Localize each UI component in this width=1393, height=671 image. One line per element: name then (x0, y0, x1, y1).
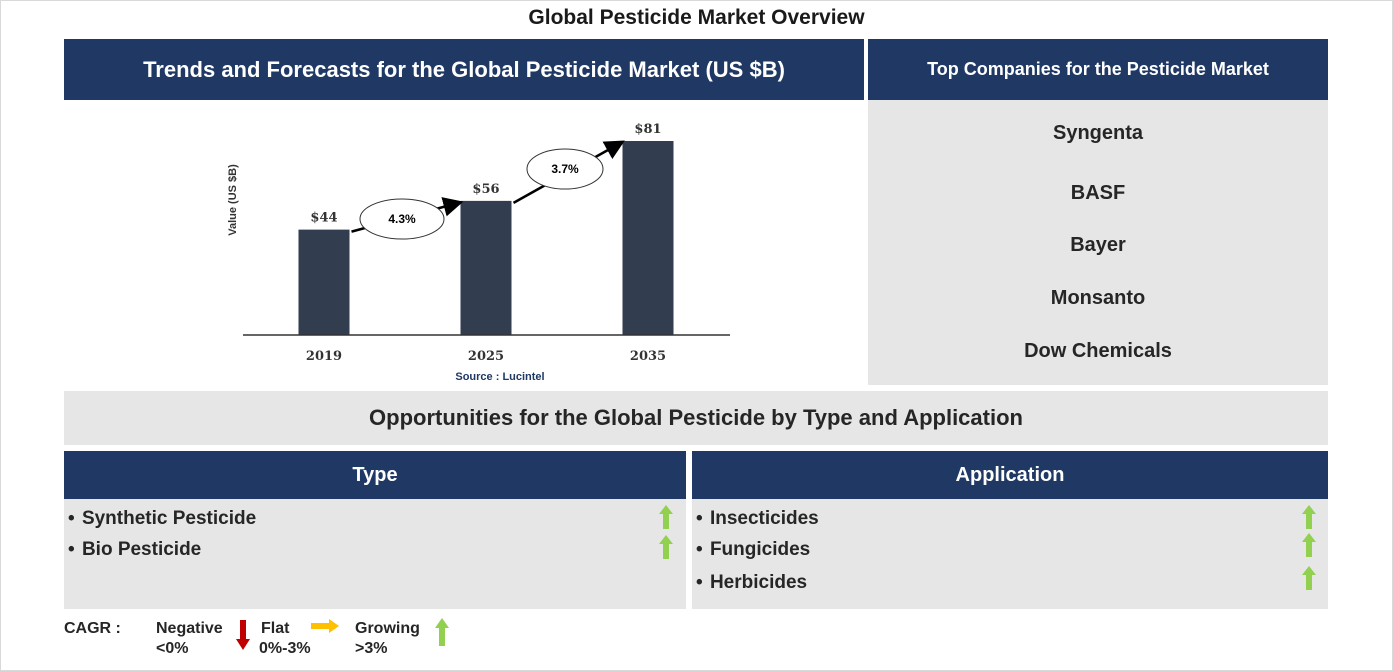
legend-growing-range: >3% (355, 640, 388, 657)
chart-panel-header: Trends and Forecasts for the Global Pest… (64, 39, 864, 100)
bar-value-label: $56 (472, 182, 499, 197)
company-name: Syngenta (1052, 122, 1144, 144)
application-header: Application (692, 451, 1328, 499)
cagr-ellipse (526, 148, 604, 190)
opportunities-title: Opportunities for the Global Pesticide b… (64, 391, 1328, 445)
type-item-label: Bio Pesticide (81, 539, 202, 560)
cagr-legend: CAGR : Negative <0% Flat 0%-3% Growing >… (64, 618, 484, 662)
list-item: • Fungicides (696, 539, 811, 560)
green-up-arrow-icon (659, 505, 673, 529)
page-title: Global Pesticide Market Overview (528, 6, 865, 29)
chart-area: $44 2019 $56 2025 $81 2035 Value (US $B) 4.3% 3.… (64, 100, 864, 390)
x-tick-label: 2035 (630, 349, 666, 364)
cagr-label: 4.3% (388, 212, 416, 226)
legend-flat-label: Flat (261, 620, 290, 637)
list-item: • Bio Pesticide (68, 539, 202, 560)
company-name: Bayer (1070, 234, 1126, 256)
bar (622, 141, 674, 335)
company-name: Monsanto (1050, 287, 1146, 309)
legend-negative-range: <0% (156, 640, 189, 657)
green-up-arrow-icon (659, 535, 673, 559)
companies-list: Syngenta BASF Bayer Monsanto Dow Chemica… (868, 100, 1328, 385)
legend-cagr-label: CAGR : (64, 620, 121, 637)
application-item-label: Insecticides (709, 508, 819, 529)
type-item-label: Synthetic Pesticide (81, 508, 257, 529)
x-tick-label: 2019 (306, 349, 342, 364)
application-list: • Insecticides • Fungicides • Herbicides (692, 499, 1328, 609)
list-item: • Insecticides (696, 508, 819, 529)
type-list: • Synthetic Pesticide • Bio Pesticide (64, 499, 686, 609)
list-item: • Herbicides (696, 572, 808, 593)
bar-chart: $44 2019 $56 2025 $81 2035 Value (US $B) 4.3% 3.… (227, 122, 730, 383)
red-down-arrow-icon (236, 620, 250, 650)
legend-flat-range: 0%-3% (259, 640, 311, 657)
green-up-arrow-icon (1302, 566, 1316, 590)
cagr-label: 3.7% (551, 162, 579, 176)
companies-panel-header: Top Companies for the Pesticide Market (868, 39, 1328, 100)
company-name: BASF (1070, 182, 1126, 204)
chart-source: Source : Lucintel (455, 371, 544, 383)
green-up-arrow-icon (1302, 533, 1316, 557)
y-axis-label: Value (US $B) (227, 164, 239, 236)
green-up-arrow-icon (435, 618, 449, 646)
bar (460, 200, 512, 335)
application-item-label: Herbicides (709, 572, 808, 593)
bar (298, 229, 350, 335)
list-item: • Synthetic Pesticide (68, 508, 257, 529)
bar-value-label: $44 (310, 211, 337, 226)
application-item-label: Fungicides (709, 539, 811, 560)
yellow-right-arrow-icon (311, 619, 339, 633)
type-header: Type (64, 451, 686, 499)
cagr-ellipse (359, 198, 445, 240)
x-tick-label: 2025 (468, 349, 504, 364)
legend-negative-label: Negative (156, 620, 223, 637)
legend-growing-label: Growing (355, 620, 420, 637)
bar-value-label: $81 (634, 122, 661, 137)
company-name: Dow Chemicals (1024, 340, 1172, 362)
green-up-arrow-icon (1302, 505, 1316, 529)
